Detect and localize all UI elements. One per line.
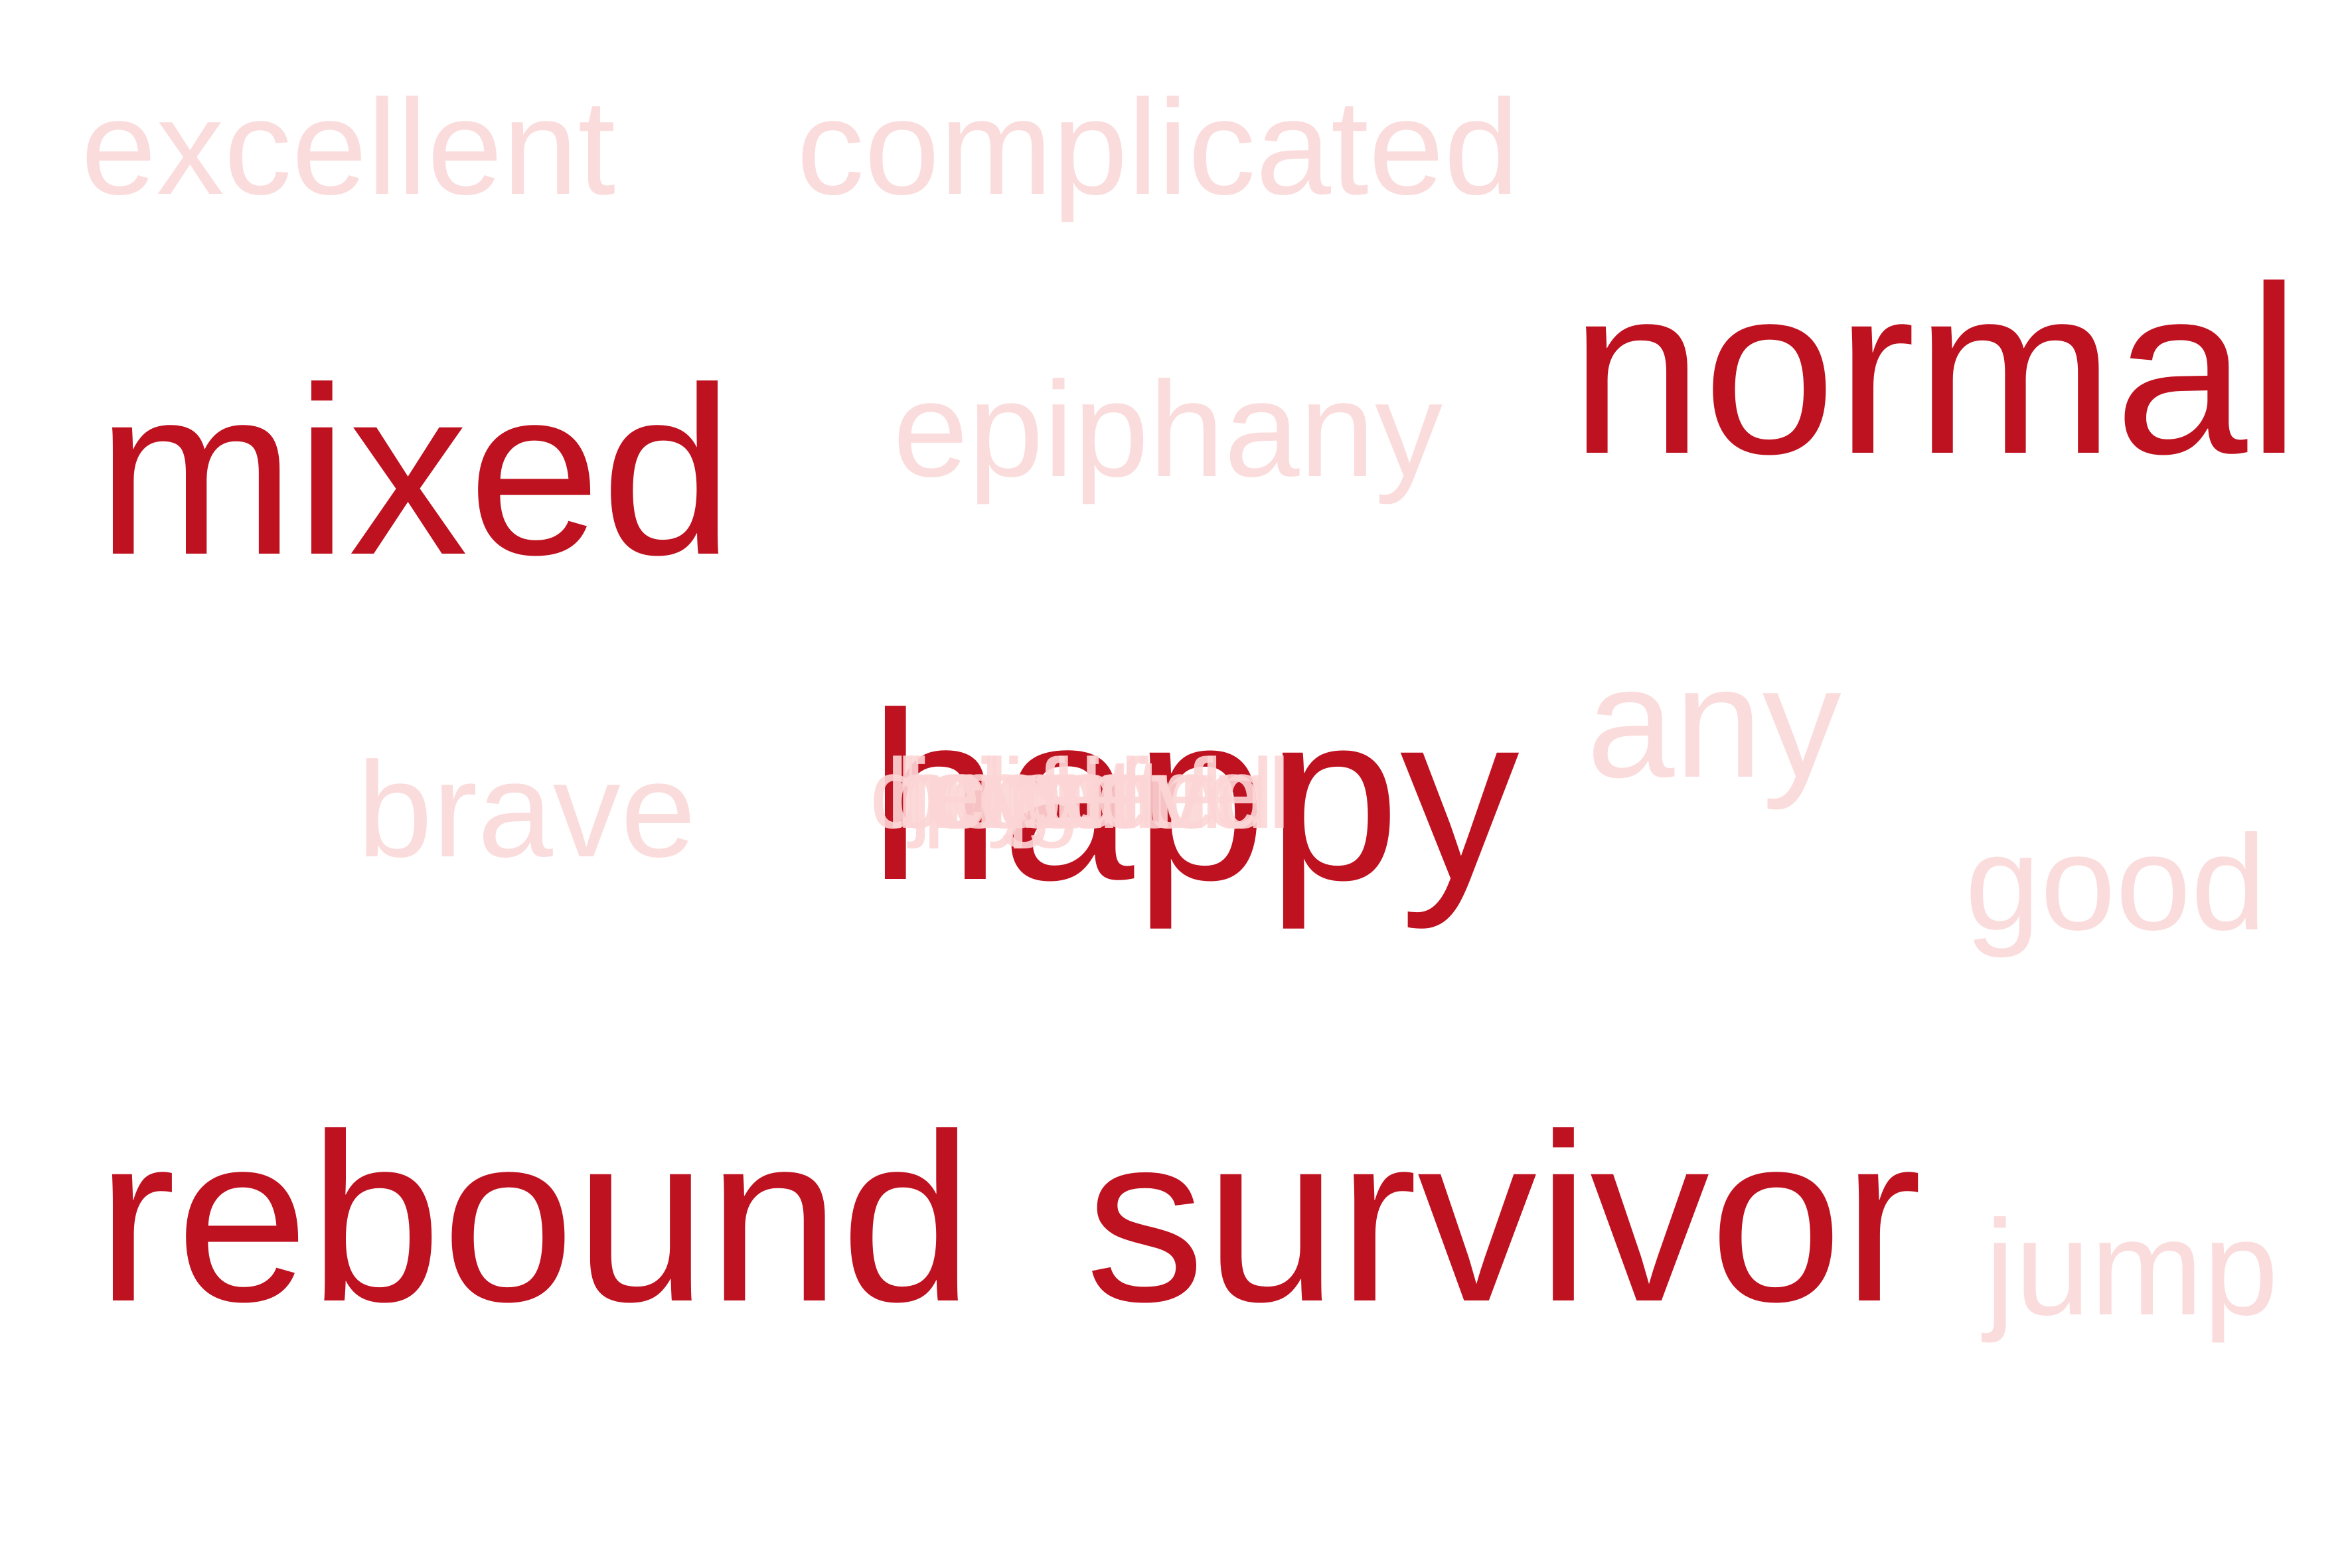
overlapping-word: joyful [909, 738, 1142, 849]
word-any: any [1587, 635, 1842, 811]
word-complicated: complicated [797, 72, 1520, 223]
overlapping-word: positive [923, 738, 1261, 849]
overlapping-word: bright [886, 738, 1136, 849]
word-excellent: excellent [81, 72, 616, 223]
word-mixed: mixed [96, 338, 734, 605]
overlapping-word: hopeful [896, 738, 1223, 849]
overlapping-word-stack: delighted hopeful positive bright joyful chee… [870, 744, 1494, 863]
word-good: good [1965, 807, 2266, 959]
word-normal: normal [1570, 237, 2301, 504]
word-happy: happy [868, 663, 1520, 930]
word-jump: jump [1985, 1192, 2279, 1344]
overlapping-word: cheerful [936, 738, 1291, 849]
word-epiphany: epiphany [893, 354, 1443, 505]
word-rebound: rebound [96, 1085, 974, 1352]
word-brave: brave [357, 734, 696, 886]
overlapping-word: delighted [870, 738, 1274, 849]
word-survivor: survivor [1085, 1085, 1922, 1352]
